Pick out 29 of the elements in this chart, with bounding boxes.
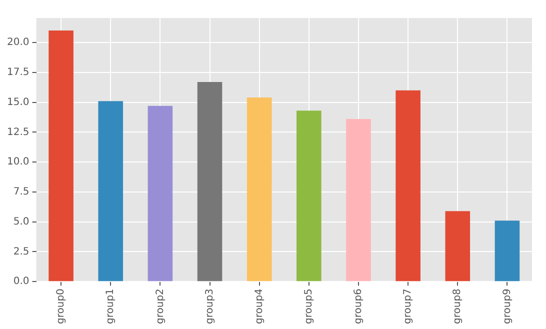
bar [148,106,173,282]
y-tick-label: 0.0 [13,276,30,288]
y-tick-label: 12.5 [7,126,30,138]
x-tick-label: group3 [204,288,216,324]
y-tick-label: 20.0 [7,37,30,48]
y-tick-label: 10.0 [7,156,30,168]
x-tick-label: group1 [105,288,116,324]
bar [296,110,322,282]
x-tick-label: group5 [304,288,315,324]
bar [246,97,272,282]
x-tick-label: group2 [154,288,166,324]
x-tick-label: group4 [254,288,265,324]
y-tick-label: 17.5 [7,66,30,78]
y-tick-label: 15.0 [7,96,30,108]
x-tick-label: group0 [56,288,67,324]
x-tick-label: group7 [402,288,414,324]
bar [346,119,371,282]
y-tick-label: 7.5 [13,186,30,198]
bar [494,220,520,282]
bar [48,30,74,282]
x-tick-label: group8 [452,288,464,324]
bar [445,211,470,282]
bar [396,90,420,282]
bar [98,101,124,282]
bar [197,82,222,282]
y-tick-label: 2.5 [13,246,30,258]
x-tick-label: group9 [502,288,513,324]
x-tick-label: group6 [353,288,364,324]
y-tick-label: 5.0 [13,216,30,228]
